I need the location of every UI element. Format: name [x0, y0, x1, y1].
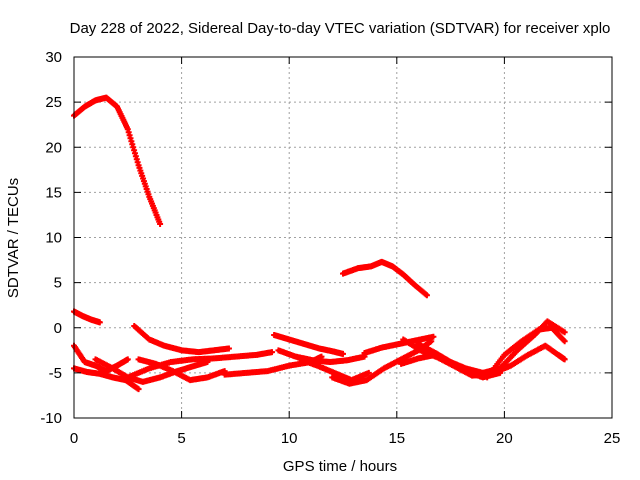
series-arc-k: [271, 331, 346, 357]
data-point-arc-k-60: [340, 350, 346, 357]
y-tick-label-10: 10: [45, 230, 62, 247]
data-point-arc-a-96: [157, 220, 164, 227]
data-point-arc-u-60: [561, 356, 568, 363]
y-tick-label-30: 30: [45, 49, 62, 66]
series-arc-b: [71, 308, 103, 326]
data-point-arc-g-72: [225, 345, 232, 352]
y-axis-label: SDTVAR / TECUs: [5, 178, 22, 298]
y-tick-label-5: 5: [54, 275, 62, 292]
y-axis-ticks: -10 -5 0 5 10 15 20 25 30: [40, 49, 612, 427]
data-point-arc-m-48: [365, 369, 372, 376]
series-arc-m: [296, 356, 372, 384]
x-tick-label-20: 20: [496, 430, 513, 447]
data-point-arc-t-60: [561, 338, 568, 345]
y-tick-label-15: 15: [45, 184, 62, 201]
series-arc-i: [135, 356, 228, 384]
series-arc-h: [124, 349, 275, 381]
y-tick-label-25: 25: [45, 94, 62, 111]
x-tick-label-0: 0: [70, 430, 78, 447]
x-tick-label-15: 15: [388, 430, 405, 447]
x-axis-ticks: 0 5 10 15 20 25: [70, 57, 621, 447]
data-point-arc-d-60: [124, 356, 131, 363]
x-axis-label: GPS time / hours: [283, 458, 397, 475]
y-tick-label--5: -5: [49, 365, 62, 382]
data-point-arc-c-84: [423, 292, 430, 299]
data-point-arc-h-84: [268, 349, 275, 356]
data-point-arc-e-60: [135, 386, 142, 393]
x-tick-label-25: 25: [604, 430, 621, 447]
y-tick-label-0: 0: [54, 320, 62, 337]
x-tick-label-5: 5: [177, 430, 185, 447]
chart-title: Day 228 of 2022, Sidereal Day-to-day VTE…: [70, 20, 611, 37]
series-arc-t: [484, 324, 568, 381]
series-arc-a: [71, 94, 164, 227]
series-arc-g: [131, 322, 232, 356]
series-arc-l: [275, 347, 368, 366]
data-point-arc-s-60: [561, 329, 568, 336]
x-tick-label-10: 10: [281, 430, 298, 447]
y-tick-label-20: 20: [45, 139, 62, 156]
series-arc-e: [71, 365, 142, 393]
series-arc-u: [490, 342, 568, 376]
series-arc-d: [71, 342, 131, 375]
data-series: [71, 94, 568, 393]
data-point-arc-o-48: [430, 333, 437, 340]
series-arc-c: [340, 258, 430, 299]
y-tick-label--10: -10: [40, 410, 62, 427]
series-line-arc-a: [72, 95, 162, 226]
data-point-arc-b-36: [96, 319, 103, 326]
